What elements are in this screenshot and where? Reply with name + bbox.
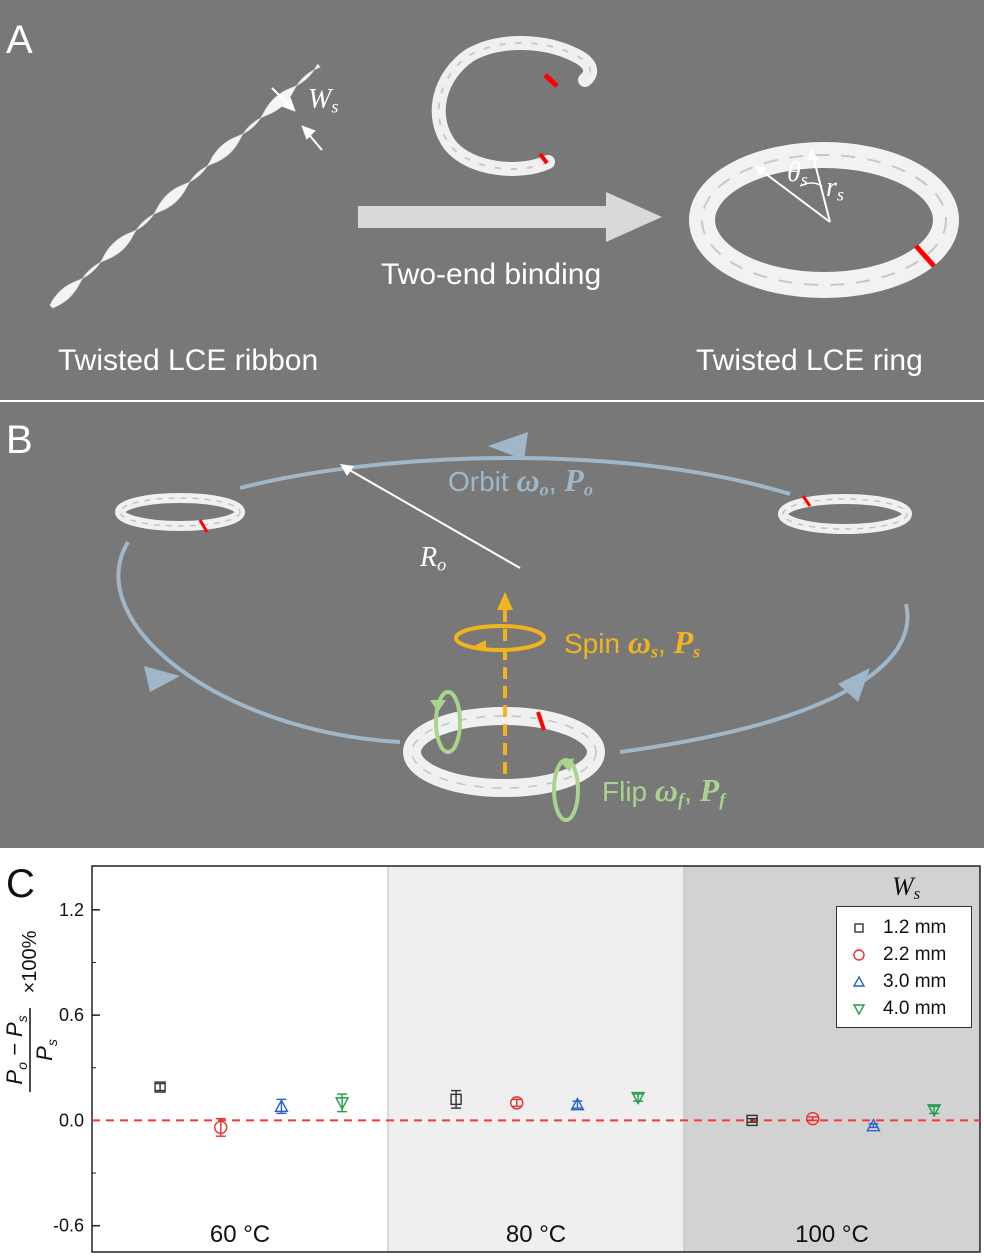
y-label-numerator: Po − Ps bbox=[2, 1015, 30, 1084]
spin-p-sub: s bbox=[693, 641, 701, 662]
panel-a-letter: A bbox=[6, 18, 33, 62]
legend-item-1: 1.2 mm bbox=[883, 917, 947, 938]
scatter-chart: -0.6 0.0 0.6 1.2 60 °C 80 °C 100 °C Po − Ps P… bbox=[2, 865, 981, 1253]
data-point bbox=[746, 1114, 758, 1127]
flip-p-sub: f bbox=[719, 789, 726, 810]
legend-marker bbox=[853, 949, 865, 961]
ribbon-label: Twisted LCE ribbon bbox=[58, 344, 319, 377]
legend-marker bbox=[854, 923, 864, 933]
group-background bbox=[92, 866, 388, 1252]
legend-item-4: 4.0 mm bbox=[883, 998, 947, 1019]
theta-label: θs bbox=[787, 157, 808, 191]
twisted-ribbon-icon bbox=[49, 63, 321, 309]
legend-item-2: 2.2 mm bbox=[883, 944, 947, 965]
legend-markers bbox=[852, 923, 866, 1016]
y-axis-label: Po − Ps Ps ×100% bbox=[2, 930, 60, 1092]
y-tick-label: 0.6 bbox=[59, 1005, 84, 1025]
panel-b: B bbox=[0, 402, 984, 848]
orbit-radius-label: Ro bbox=[420, 542, 446, 576]
two-end-binding-label: Two-end binding bbox=[381, 258, 602, 291]
flip-word: Flip bbox=[602, 776, 648, 807]
width-symbol: W bbox=[308, 84, 332, 115]
data-point bbox=[214, 1120, 228, 1135]
chart-legend: 1.2 mm 2.2 mm 3.0 mm 4.0 mm bbox=[836, 906, 972, 1028]
y-label-denominator: Ps bbox=[32, 1039, 60, 1061]
orbit-arrow-icon bbox=[144, 432, 870, 702]
orbit-comma: , bbox=[548, 466, 557, 497]
orbit-radius-arrow-icon bbox=[340, 464, 354, 476]
spin-word: Spin bbox=[564, 628, 621, 659]
flip-p: P bbox=[699, 772, 720, 808]
panel-b-letter: B bbox=[6, 418, 33, 462]
spin-omega-sub: s bbox=[650, 641, 659, 662]
y-label-percent: ×100% bbox=[19, 930, 41, 993]
spin-comma: , bbox=[658, 628, 666, 659]
data-point bbox=[274, 1098, 289, 1113]
legend-marker bbox=[852, 1004, 866, 1016]
spin-label: Spin ωs, Ps bbox=[564, 624, 700, 663]
group-label: 80 °C bbox=[506, 1221, 566, 1248]
panel-a: A bbox=[0, 0, 984, 400]
width-label: Ws bbox=[308, 84, 338, 118]
spin-axis-icon bbox=[454, 592, 546, 774]
radius-symbol: R bbox=[420, 542, 438, 573]
width-arrows-icon bbox=[271, 87, 323, 151]
radius-s-label: rs bbox=[826, 172, 844, 206]
group-label: 100 °C bbox=[795, 1221, 869, 1248]
orbit-omega-sub: o bbox=[539, 479, 549, 500]
spin-p: P bbox=[673, 624, 694, 660]
orbit-word: Orbit bbox=[448, 466, 509, 497]
y-tick-label: -0.6 bbox=[53, 1216, 84, 1236]
data-point bbox=[450, 1093, 462, 1106]
orbit-p-sub: o bbox=[583, 479, 593, 500]
flip-omega-sub: f bbox=[678, 789, 685, 810]
flip-comma: , bbox=[684, 776, 692, 807]
y-tick-label: 1.2 bbox=[59, 900, 84, 920]
flip-omega: ω bbox=[654, 772, 679, 808]
panel-c-chart: C -0.6 0.0 0.6 1.2 60 °C 80 °C 100 °C Po − Ps… bbox=[0, 850, 984, 1260]
data-point bbox=[334, 1097, 350, 1111]
legend-item-3: 3.0 mm bbox=[883, 971, 947, 992]
orbit-p: P bbox=[564, 462, 584, 498]
data-point bbox=[806, 1111, 820, 1126]
width-sub: s bbox=[331, 96, 339, 117]
data-point bbox=[630, 1091, 646, 1106]
r-sub: s bbox=[836, 184, 844, 205]
data-point bbox=[866, 1118, 881, 1132]
legend-marker bbox=[852, 975, 866, 987]
data-point bbox=[926, 1104, 942, 1118]
ring-top-right-icon bbox=[778, 494, 912, 534]
radius-sub: o bbox=[437, 554, 447, 575]
flip-arrows-icon bbox=[434, 690, 580, 822]
orbit-radius-line bbox=[345, 467, 521, 569]
plot-frame bbox=[91, 865, 981, 1253]
theta-symbol: θ bbox=[787, 157, 801, 188]
panel-a-illustration bbox=[49, 36, 959, 309]
ring-top-left-icon bbox=[115, 493, 245, 533]
theta-sub: s bbox=[800, 169, 808, 190]
data-point bbox=[510, 1096, 524, 1110]
spin-omega: ω bbox=[627, 624, 651, 660]
data-point bbox=[570, 1097, 585, 1111]
panel-c-letter: C bbox=[6, 862, 35, 906]
orbit-omega: ω bbox=[516, 462, 540, 498]
legend-title: Ws bbox=[892, 872, 921, 904]
r-symbol: r bbox=[826, 172, 837, 203]
c-shaped-ribbon-icon bbox=[431, 36, 598, 176]
twisted-ring-icon bbox=[689, 142, 959, 298]
ring-label: Twisted LCE ring bbox=[696, 344, 923, 377]
panel-b-illustration bbox=[115, 432, 912, 822]
binding-arrow-icon bbox=[358, 192, 662, 242]
group-label: 60 °C bbox=[210, 1221, 270, 1248]
group-background bbox=[388, 866, 684, 1252]
orbit-label: Orbit ωo, Po bbox=[448, 462, 593, 501]
flip-label: Flip ωf, Pf bbox=[602, 772, 725, 811]
data-point bbox=[154, 1081, 166, 1093]
y-tick-label: 0.0 bbox=[59, 1110, 84, 1130]
